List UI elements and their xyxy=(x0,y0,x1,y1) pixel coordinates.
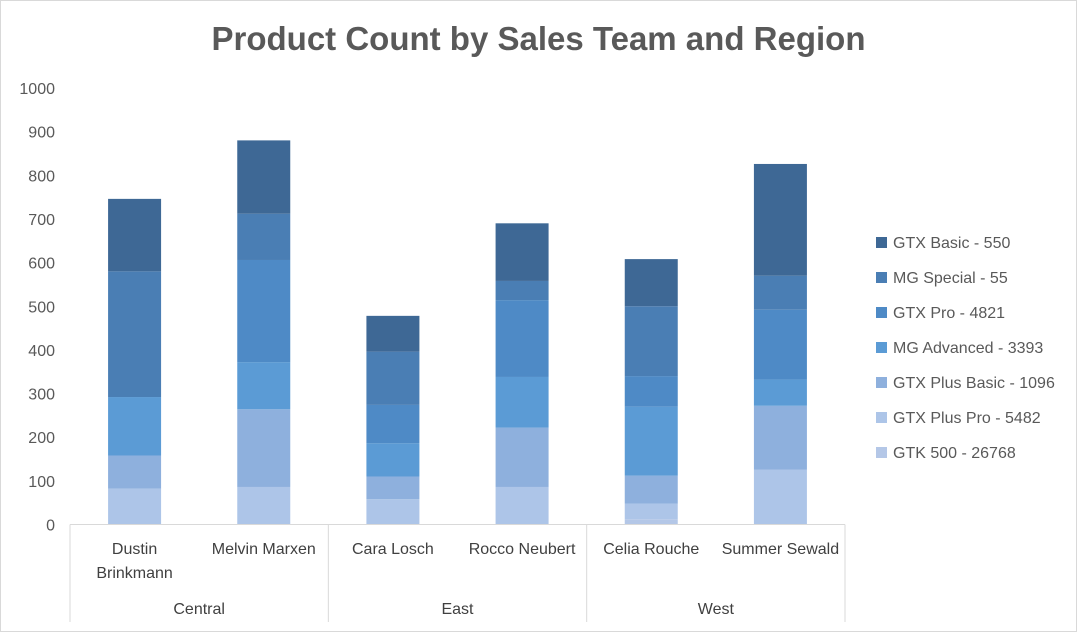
bar-segment xyxy=(366,404,420,444)
bar-segment xyxy=(624,376,678,407)
bar-segment xyxy=(624,406,678,476)
bar-segment xyxy=(366,351,420,405)
y-tick-label: 1000 xyxy=(19,81,55,98)
bar-segment xyxy=(366,443,420,477)
y-tick-label: 900 xyxy=(28,125,55,142)
legend-label: GTX Pro - 4821 xyxy=(893,305,1005,322)
y-tick-label: 300 xyxy=(28,387,55,404)
x-tick-label: Rocco Neubert xyxy=(469,541,576,558)
chart-title: Product Count by Sales Team and Region xyxy=(211,20,866,57)
bar-segment xyxy=(495,300,549,377)
y-tick-label: 500 xyxy=(28,299,55,316)
legend-swatch xyxy=(876,377,887,388)
bar-segment xyxy=(237,140,291,214)
bar-segment xyxy=(108,397,162,456)
x-tick-label: Melvin Marxen xyxy=(212,541,316,558)
group-label: West xyxy=(698,601,735,618)
legend-label: MG Advanced - 3393 xyxy=(893,340,1043,357)
y-tick-label: 800 xyxy=(28,168,55,185)
x-tick-label: Brinkmann xyxy=(96,565,172,582)
bar-segment xyxy=(624,306,678,377)
legend-label: GTX Plus Pro - 5482 xyxy=(893,410,1041,427)
bar-segment xyxy=(366,499,420,525)
bar-segment xyxy=(495,280,549,301)
legend-swatch xyxy=(876,272,887,283)
bar-segment xyxy=(753,275,807,310)
legend-swatch xyxy=(876,447,887,458)
bar-segment xyxy=(624,259,678,307)
bar-segment xyxy=(108,455,162,489)
x-tick-label: Celia Rouche xyxy=(603,541,699,558)
y-tick-label: 400 xyxy=(28,343,55,360)
bar-segment xyxy=(495,376,549,428)
legend-label: GTX Basic - 550 xyxy=(893,235,1010,252)
legend-swatch xyxy=(876,237,887,248)
bar-segment xyxy=(108,198,162,272)
y-tick-label: 200 xyxy=(28,430,55,447)
legend-label: MG Special - 55 xyxy=(893,270,1008,287)
x-tick-label: Summer Sewald xyxy=(722,541,839,558)
bar-segment xyxy=(108,488,162,525)
bar-segment xyxy=(366,476,420,500)
y-tick-label: 100 xyxy=(28,474,55,491)
group-label: Central xyxy=(173,601,225,618)
bar-segment xyxy=(624,503,678,520)
bar-segment xyxy=(237,213,291,260)
bar-segment xyxy=(366,315,420,352)
bar-segment xyxy=(753,163,807,276)
bar-segment xyxy=(753,309,807,380)
bar-segment xyxy=(624,475,678,504)
y-tick-label: 0 xyxy=(46,518,55,535)
legend-swatch xyxy=(876,307,887,318)
legend-label: GTK 500 - 26768 xyxy=(893,445,1016,462)
y-tick-label: 600 xyxy=(28,256,55,273)
bar-segment xyxy=(237,409,291,487)
legend-swatch xyxy=(876,412,887,423)
legend-swatch xyxy=(876,342,887,353)
y-tick-label: 700 xyxy=(28,212,55,229)
bar-segment xyxy=(237,362,291,410)
bar-segment xyxy=(237,486,291,525)
x-tick-label: Dustin xyxy=(112,541,157,558)
x-tick-label: Cara Losch xyxy=(352,541,434,558)
bar-segment xyxy=(495,223,549,281)
legend-label: GTX Plus Basic - 1096 xyxy=(893,375,1055,392)
bar-segment xyxy=(495,486,549,525)
bar-segment xyxy=(624,519,678,525)
bar-segment xyxy=(108,271,162,398)
bar-segment xyxy=(237,259,291,363)
bar-segment xyxy=(753,405,807,470)
group-label: East xyxy=(441,601,474,618)
bar-segment xyxy=(753,469,807,525)
bar-segment xyxy=(495,427,549,487)
bar-segment xyxy=(753,379,807,406)
